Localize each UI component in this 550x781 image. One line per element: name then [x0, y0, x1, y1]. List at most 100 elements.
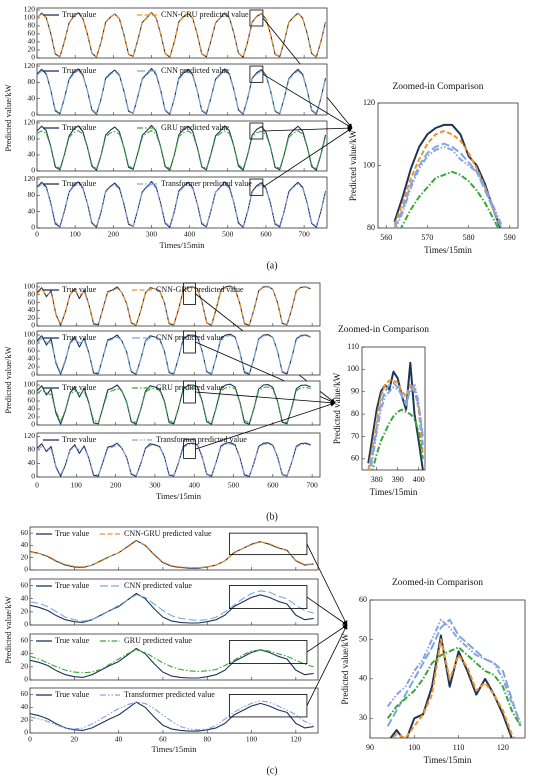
y-tick-label: 0 [31, 472, 35, 481]
y-tick-label: 60 [28, 346, 36, 355]
legend-label: Transformer predicted value [124, 690, 215, 699]
y-tick-label: 80 [28, 77, 36, 86]
x-tick-label: 0 [28, 735, 32, 744]
y-tick-label: 100 [24, 330, 36, 339]
y-tick-label: 40 [28, 150, 36, 159]
y-tick-label: 70 [351, 431, 359, 440]
y-tick-label: 40 [28, 354, 36, 363]
y-tick-label: 100 [24, 13, 36, 22]
x-tick-label: 20 [71, 735, 79, 744]
panel-frame [36, 176, 328, 229]
zoom-arrow [306, 596, 348, 626]
y-tick-label: 30 [359, 713, 367, 722]
y-tick-label: 100 [363, 160, 375, 169]
y-tick-label: 0 [24, 728, 28, 737]
y-tick-label: 20 [28, 412, 36, 421]
x-tick-label: 570 [421, 233, 433, 242]
x-tick-label: 100 [70, 230, 82, 239]
zoom-title: Zoomed-in Comparison [392, 82, 483, 92]
legend-label: True value [62, 285, 97, 294]
legend-label: True value [62, 333, 97, 342]
legend-label: Transformer predicted value [161, 179, 252, 188]
y-tick-label: 110 [347, 342, 359, 351]
y-tick-label: 50 [359, 634, 367, 643]
legend-label: GRU predicted value [124, 636, 192, 645]
x-tick-label: 60 [159, 735, 167, 744]
y-tick-label: 40 [21, 648, 29, 657]
y-tick-label: 40 [21, 702, 29, 711]
x-tick-label: 0 [35, 230, 39, 239]
line-series [393, 142, 503, 228]
y-tick-label: 0 [24, 675, 28, 684]
line-series [393, 130, 503, 228]
y-tick-label: 80 [28, 21, 36, 30]
y-tick-label: 60 [359, 595, 367, 604]
y-tick-label: 40 [28, 37, 36, 46]
x-tick-label: 120 [497, 743, 509, 752]
line-series [30, 592, 314, 624]
y-tick-label: 20 [28, 313, 36, 322]
y-tick-label: 80 [28, 289, 36, 298]
legend-label: True value [62, 179, 97, 188]
y-tick-label: 0 [24, 565, 28, 574]
legend-label: CNN predicted value [124, 581, 192, 590]
x-tick-label: 200 [110, 481, 122, 490]
line-series [369, 384, 424, 470]
line-series [30, 647, 314, 679]
y-axis-label: Predicted value/kW [3, 596, 13, 663]
legend-label: True value [62, 383, 97, 392]
x-tick-label: 40 [115, 735, 123, 744]
x-tick-label: 600 [267, 481, 279, 490]
line-series [367, 361, 424, 470]
legend-label: True value [55, 581, 90, 590]
y-axis-label: Predicted value/kW [348, 129, 358, 201]
line-series [390, 638, 516, 738]
x-tick-label: 390 [392, 475, 404, 484]
x-tick-label: 100 [246, 735, 258, 744]
x-tick-label: 90 [366, 743, 374, 752]
line-series [37, 69, 327, 114]
y-tick-label: 0 [31, 110, 35, 119]
y-tick-label: 40 [28, 93, 36, 102]
y-tick-label: 0 [24, 620, 28, 629]
x-tick-label: 500 [222, 230, 234, 239]
x-tick-label: 560 [380, 233, 392, 242]
x-tick-label: 590 [504, 233, 516, 242]
y-tick-label: 60 [21, 689, 29, 698]
y-tick-label: 60 [28, 29, 36, 38]
y-tick-label: 20 [21, 662, 29, 671]
y-tick-label: 0 [31, 420, 35, 429]
line-series [37, 334, 311, 374]
y-tick-label: 80 [351, 409, 359, 418]
line-series [37, 441, 311, 477]
legend-label: GRU predicted value [156, 383, 224, 392]
y-axis-label: Predicted value/kW [340, 633, 350, 705]
y-tick-label: 40 [21, 593, 29, 602]
panel-frame [29, 578, 319, 626]
x-tick-label: 600 [260, 230, 272, 239]
x-tick-label: 110 [453, 743, 465, 752]
y-tick-label: 60 [351, 454, 359, 463]
panel-frame [36, 63, 328, 116]
x-tick-label: 400 [189, 481, 201, 490]
y-tick-label: 100 [24, 282, 36, 291]
y-tick-label: 120 [363, 98, 375, 107]
y-tick-label: 40 [28, 404, 36, 413]
y-tick-label: 0 [31, 53, 35, 62]
y-tick-label: 20 [28, 362, 36, 371]
line-series [30, 539, 314, 569]
panel-frame [29, 526, 319, 571]
y-tick-label: 60 [21, 580, 29, 589]
panel-frame [36, 120, 328, 172]
legend-label: CNN-GRU predicted value [124, 529, 212, 538]
legend-label: True value [55, 529, 90, 538]
line-series [371, 408, 424, 470]
y-tick-label: 60 [21, 635, 29, 644]
legend-label: Transformer predicted value [156, 435, 247, 444]
x-tick-label: 300 [146, 230, 158, 239]
y-tick-label: 20 [21, 607, 29, 616]
line-series [394, 145, 503, 228]
x-axis-label: Times/15min [151, 744, 197, 754]
x-tick-label: 400 [184, 230, 196, 239]
